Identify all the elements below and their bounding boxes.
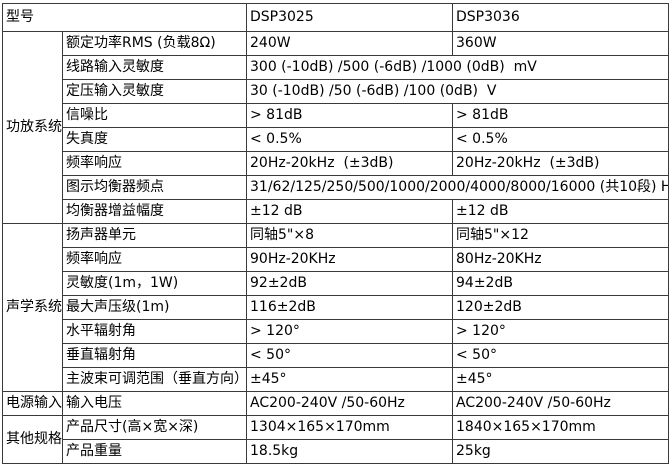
table-row: 产品重量 18.5kg 25kg (3, 439, 669, 464)
value-cell: ±45° (246, 367, 453, 392)
value-cell: ±12 dB (246, 199, 453, 224)
group-label-acoustic-system: 声学系统 (2, 223, 63, 392)
value-cell: < 0.5% (246, 127, 453, 152)
table-row: 频率响应 20Hz-20kHz (±3dB) 20Hz-20kHz (±3dB) (3, 151, 669, 176)
table-row: 垂直辐射角 < 50° < 50° (3, 343, 669, 368)
value-cell: < 0.5% (452, 127, 669, 152)
param-label: 产品重量 (62, 439, 247, 464)
value-cell: 90Hz-20KHz (246, 247, 453, 272)
value-cell: 120±2dB (452, 295, 669, 320)
param-label: 扬声器单元 (62, 223, 247, 248)
value-cell-span: 31/62/125/250/500/1000/2000/4000/8000/16… (246, 175, 669, 200)
param-label: 频率响应 (62, 247, 247, 272)
model-column-dsp3025: DSP3025 (246, 3, 453, 32)
value-cell: > 120° (246, 319, 453, 344)
value-cell-span: 300 (-10dB) /500 (-6dB) /1000 (0dB) mV (246, 55, 669, 80)
value-cell: > 120° (452, 319, 669, 344)
value-cell: < 50° (452, 343, 669, 368)
value-cell: AC200-240V /50-60Hz (246, 391, 453, 416)
group-label-other-specs: 其他规格 (2, 415, 63, 464)
table-row: 最大声压级(1m) 116±2dB 120±2dB (3, 295, 669, 320)
value-cell: 92±2dB (246, 271, 453, 296)
table-row: 定压输入灵敏度 30 (-10dB) /50 (-6dB) /100 (0dB)… (3, 79, 669, 104)
param-label: 失真度 (62, 127, 247, 152)
value-cell: AC200-240V /50-60Hz (452, 391, 669, 416)
value-cell: > 81dB (246, 103, 453, 128)
value-cell-span: 30 (-10dB) /50 (-6dB) /100 (0dB) V (246, 79, 669, 104)
model-column-dsp3036: DSP3036 (452, 3, 669, 32)
param-label: 水平辐射角 (62, 319, 247, 344)
table-row: 功放系统 额定功率RMS (负载8Ω) 240W 360W (2, 31, 669, 224)
param-label: 频率响应 (62, 151, 247, 176)
table-row: 频率响应 90Hz-20KHz 80Hz-20KHz (3, 247, 669, 272)
value-cell: 20Hz-20kHz (±3dB) (246, 151, 453, 176)
value-cell: 同轴5"×12 (452, 223, 669, 248)
value-cell: 同轴5"×8 (246, 223, 453, 248)
param-label: 线路输入灵敏度 (62, 55, 247, 80)
group-label-amplifier-system: 功放系统 (2, 31, 63, 224)
table-row: 主波束可调范围（垂直方向） ±45° ±45° (3, 367, 669, 392)
table-row: 均衡器增益幅度 ±12 dB ±12 dB (3, 199, 669, 224)
param-label: 输入电压 (62, 391, 247, 416)
value-cell: ±12 dB (452, 199, 669, 224)
table-row: 失真度 < 0.5% < 0.5% (3, 127, 669, 152)
value-cell: 240W (246, 31, 453, 56)
value-cell: ±45° (452, 367, 669, 392)
value-cell: 18.5kg (246, 439, 453, 464)
group-label-power-input: 电源输入 (2, 391, 63, 416)
value-cell: 80Hz-20KHz (452, 247, 669, 272)
table-row: 图示均衡器频点 31/62/125/250/500/1000/2000/4000… (3, 175, 669, 200)
spec-table: 型号 DSP3025 DSP3036 功放系统 额定功率RMS (负载8Ω) 2… (2, 3, 669, 464)
value-cell: 360W (452, 31, 669, 56)
param-label: 主波束可调范围（垂直方向） (62, 367, 247, 392)
param-label: 额定功率RMS (负载8Ω) (62, 31, 247, 56)
value-cell: > 81dB (452, 103, 669, 128)
model-label: 型号 (2, 3, 247, 32)
table-row: 信噪比 > 81dB > 81dB (3, 103, 669, 128)
param-label: 信噪比 (62, 103, 247, 128)
table-row: 电源输入 输入电压 AC200-240V /50-60Hz AC200-240V… (2, 391, 669, 416)
param-label: 均衡器增益幅度 (62, 199, 247, 224)
table-header-row: 型号 DSP3025 DSP3036 (2, 3, 669, 32)
table-row: 水平辐射角 > 120° > 120° (3, 319, 669, 344)
param-label: 图示均衡器频点 (62, 175, 247, 200)
value-cell: < 50° (246, 343, 453, 368)
table-row: 灵敏度(1m，1W) 92±2dB 94±2dB (3, 271, 669, 296)
param-label: 最大声压级(1m) (62, 295, 247, 320)
param-label: 垂直辐射角 (62, 343, 247, 368)
table-row: 声学系统 扬声器单元 同轴5"×8 同轴5"×12 (2, 223, 669, 392)
value-cell: 94±2dB (452, 271, 669, 296)
value-cell: 25kg (452, 439, 669, 464)
param-label: 定压输入灵敏度 (62, 79, 247, 104)
table-row: 线路输入灵敏度 300 (-10dB) /500 (-6dB) /1000 (0… (3, 55, 669, 80)
param-label: 灵敏度(1m，1W) (62, 271, 247, 296)
value-cell: 116±2dB (246, 295, 453, 320)
value-cell: 20Hz-20kHz (±3dB) (452, 151, 669, 176)
